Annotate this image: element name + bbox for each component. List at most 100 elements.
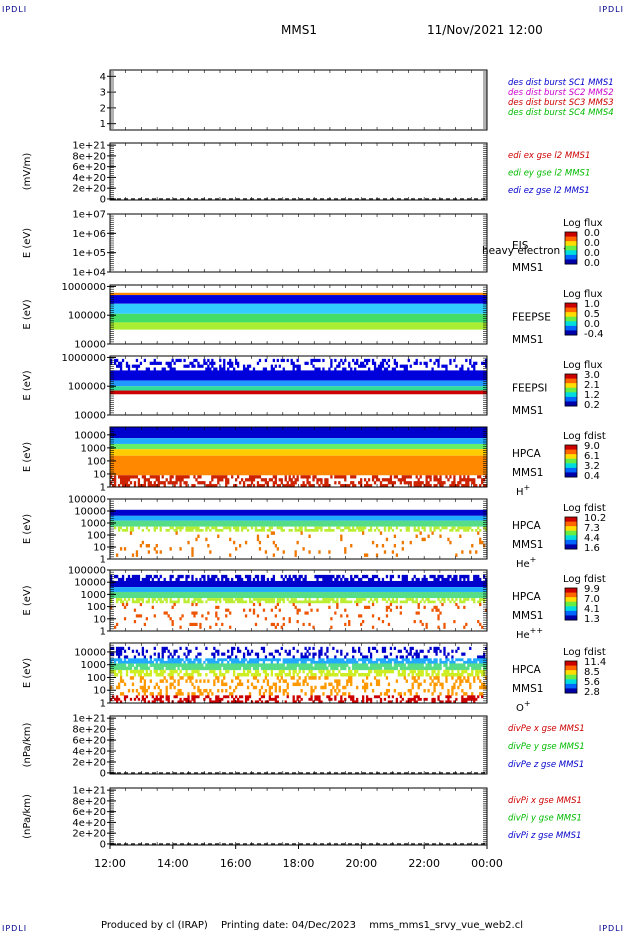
spectrogram-cell: [187, 652, 190, 656]
spectrogram-cell: [246, 577, 250, 582]
spectrogram-cell: [217, 688, 220, 693]
spectrogram-cell: [383, 666, 387, 671]
spectrogram-cell: [227, 361, 230, 365]
spectrogram-cell: [461, 700, 464, 704]
spectrogram-cell: [447, 688, 450, 693]
spectrogram-cell: [429, 475, 432, 479]
y-tick-label: 6e+20: [72, 807, 106, 818]
spectrogram-cell: [256, 673, 260, 677]
spectrogram-cell: [363, 364, 367, 368]
spectrogram-cell: [153, 666, 156, 671]
spectrogram-cell: [383, 526, 387, 530]
spectrogram-cell: [477, 475, 480, 479]
spectrogram-cell: [163, 611, 166, 615]
spectrogram-cell: [286, 577, 289, 582]
spectrogram-cell: [274, 475, 277, 479]
spectrogram-cell: [455, 598, 458, 601]
spectrogram-cell: [135, 553, 139, 557]
spectrogram-cell: [135, 574, 139, 579]
spectrogram-cell: [207, 679, 210, 683]
spectrogram-cell: [244, 695, 248, 699]
spectrogram-cell: [433, 685, 436, 690]
y-tick-label: 10: [93, 614, 106, 625]
spectrogram-cell: [300, 663, 303, 667]
spectrogram-cell: [334, 695, 337, 699]
spectrogram-cell: [342, 598, 345, 601]
spectrogram-cell: [282, 367, 285, 371]
spectrogram-cell: [427, 534, 430, 538]
spectrogram-cell: [409, 598, 412, 601]
spectrogram-cell: [157, 478, 160, 482]
spectrogram-cell: [139, 673, 143, 677]
spectrogram-cell: [485, 608, 488, 612]
spectrogram-cell: [264, 617, 268, 621]
spectrogram-cell: [453, 682, 456, 687]
spectrogram-cell: [471, 481, 474, 485]
spectrogram-cell: [240, 660, 244, 664]
spectrogram-cell: [113, 358, 117, 363]
spectrogram-cell: [338, 669, 341, 674]
spectrogram-cell: [358, 600, 361, 604]
spectrogram-cell: [348, 600, 351, 604]
spectrogram-cell: [177, 688, 180, 693]
spectrogram-cell: [256, 658, 260, 662]
spectrogram-cell: [135, 669, 139, 674]
spectrogram-cell: [248, 364, 252, 368]
spectrogram-cell: [411, 663, 414, 667]
y-tick-label: 8e+20: [72, 796, 106, 807]
spectrogram-cell: [393, 660, 397, 664]
spectrogram-cell: [433, 669, 436, 674]
spectrogram-cell: [248, 598, 252, 601]
spectrogram-cell: [318, 484, 321, 488]
colorbar-segment: [565, 254, 577, 260]
spectrogram-cell: [205, 617, 208, 621]
spectrogram-cell: [417, 676, 420, 680]
spectrogram-cell: [233, 600, 236, 604]
spectrogram-cell: [274, 695, 277, 699]
spectrogram-cell: [342, 685, 345, 690]
spectrogram-cell: [219, 529, 222, 532]
spectrogram-cell: [363, 605, 367, 609]
spectrogram-cell: [217, 700, 220, 704]
spectrogram-cell: [387, 660, 391, 664]
colorbar-tick-label: 0.5: [584, 309, 600, 320]
spectrogram-cell: [381, 484, 385, 488]
spectrogram-cell: [413, 484, 416, 488]
spectrogram-cell: [143, 688, 147, 693]
spectrogram-band: [110, 587, 487, 592]
spectrogram-cell: [373, 666, 377, 671]
spectrogram-cell: [308, 481, 311, 485]
spectrogram-cell: [312, 484, 315, 488]
spectrogram-cell: [113, 673, 117, 677]
spectrogram-cell: [477, 600, 480, 604]
spectrogram-cell: [155, 663, 158, 667]
spectrogram-cell: [197, 658, 200, 662]
spectrogram-cell: [191, 692, 194, 696]
spectrogram-cell: [441, 660, 444, 664]
spectrogram-cell: [183, 666, 186, 671]
spectrogram-cell: [143, 577, 147, 582]
spectrogram-cell: [179, 669, 182, 674]
spectrogram-cell: [485, 663, 488, 667]
spectrogram-cell: [413, 526, 416, 530]
spectrogram-cell: [141, 598, 145, 601]
spectrogram-cell: [231, 679, 234, 683]
spectrogram-cell: [483, 666, 486, 671]
spectrogram-cell: [336, 660, 339, 664]
spectrogram-cell: [421, 660, 424, 664]
corner-label-bottom-left: IPDLI: [2, 924, 28, 933]
spectrogram-cell: [296, 697, 299, 701]
y-axis-title: E (eV): [22, 514, 33, 544]
spectrogram-cell: [246, 695, 250, 699]
spectrogram-cell: [483, 658, 486, 662]
colorbar-segment: [565, 606, 577, 612]
spectrogram-cell: [169, 547, 172, 551]
spectrogram-cell: [199, 688, 202, 693]
spectrogram-cell: [213, 658, 216, 662]
spectrogram-cell: [393, 688, 397, 693]
spectrogram-cell: [383, 478, 387, 482]
spectrogram-cell: [115, 700, 119, 704]
spectrogram-cell: [191, 529, 194, 532]
spectrogram-cell: [397, 660, 400, 664]
colorbar-title: Log fdist: [563, 647, 606, 658]
